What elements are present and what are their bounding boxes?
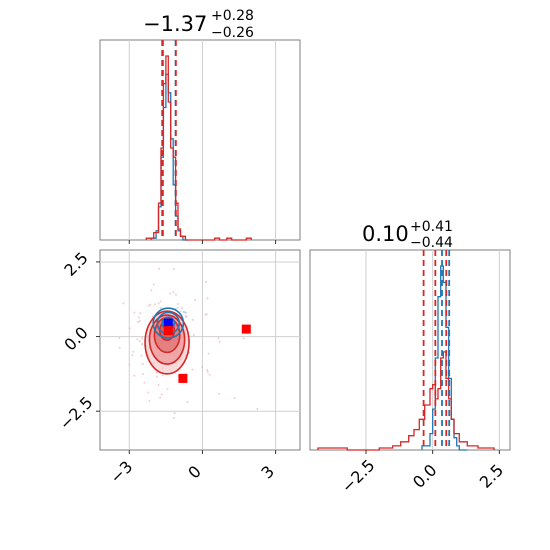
sample-point [218,340,221,343]
contour-blue [152,307,185,339]
sample-point [138,340,141,343]
sample-point [191,318,194,321]
histogram-br-red [317,351,495,451]
sample-point [217,337,220,340]
tick-label-br-x: 2.5 [476,460,507,491]
sample-point [172,268,175,271]
sample-point [155,375,158,378]
sample-point [157,383,160,386]
sample-point [147,391,150,394]
sample-point [157,267,160,270]
sample-point [141,337,144,340]
sample-point [131,354,134,357]
sample-point [218,392,221,395]
sample-point [136,338,139,341]
title-top-left-minus: −0.26 [211,25,254,41]
sample-point [118,337,121,340]
sample-point [207,352,210,355]
sample-point [173,412,176,415]
tick-label-bl-y: −2.5 [56,393,97,434]
sample-point [141,363,144,366]
sample-point [136,321,139,324]
sample-point [140,354,143,357]
sample-point [172,291,175,294]
panel-bottom-right-frame [309,249,511,451]
sample-point [159,307,162,310]
sample-point [161,374,164,377]
sample-point [147,304,150,307]
title-top-left-value: −1.37 [143,12,207,36]
histogram-br-blue [421,265,468,451]
tick-label-br-x: 0.0 [409,460,440,491]
tick-label-br-x: −2.5 [338,456,379,497]
title-top-left-plus: +0.28 [211,8,254,24]
sample-point [159,396,162,399]
sample-point [191,368,194,371]
histogram-tl-blue [150,73,188,241]
marker-square [163,326,173,336]
marker-square [178,373,188,383]
sample-point [256,407,259,410]
sample-point [133,311,136,314]
tick-label-bl-y: 2.5 [60,248,91,279]
title-bottom-right-plus: +0.41 [410,219,453,235]
sample-point [172,417,175,420]
sample-point [155,371,158,374]
sample-point [166,388,169,391]
sample-point [185,311,188,314]
sample-point [179,310,182,313]
sample-point [205,280,208,283]
sample-point [143,381,146,384]
sample-point [242,337,245,340]
title-bottom-right-minus: −0.44 [410,235,453,251]
sample-point [175,293,178,296]
sample-point [176,302,179,305]
sample-point [160,393,163,396]
sample-point [149,303,152,306]
sample-point [176,306,179,309]
sample-point [152,283,155,286]
sample-point [133,374,136,377]
sample-point [150,289,153,292]
sample-point [141,372,144,375]
sample-point [153,303,156,306]
sample-point [132,350,135,353]
tick-label-bl-y: 0.0 [60,323,91,354]
title-bottom-right-value: 0.10 [362,222,409,246]
sample-point [180,307,183,310]
sample-point [201,366,204,369]
sample-point [206,370,209,373]
sample-point [204,313,207,316]
sample-point [182,310,185,313]
sample-point [192,333,195,336]
sample-point [233,397,236,400]
sample-point [118,346,121,349]
sample-point [128,363,131,366]
sample-point [169,292,172,295]
sample-point [206,297,209,300]
marker-square [163,318,173,328]
panel-bottom-left-frame [99,249,301,451]
sample-point [138,320,141,323]
tick-label-bl-x: 3 [257,462,278,483]
sample-point [186,401,189,404]
sample-point [128,327,131,330]
panel-top-left-frame [99,39,301,241]
sample-point [159,300,162,303]
marker-square [241,324,251,334]
sample-point [122,302,125,305]
tick-label-bl-x: 0 [184,462,205,483]
sample-point [208,373,211,376]
sample-point [141,342,144,345]
sample-point [184,314,187,317]
tick-label-bl-x: −3 [106,457,136,487]
sample-point [148,400,151,403]
sample-point [157,302,160,305]
sample-point [206,368,209,371]
sample-point [139,312,142,315]
sample-point [194,299,197,302]
sample-point [137,316,140,319]
